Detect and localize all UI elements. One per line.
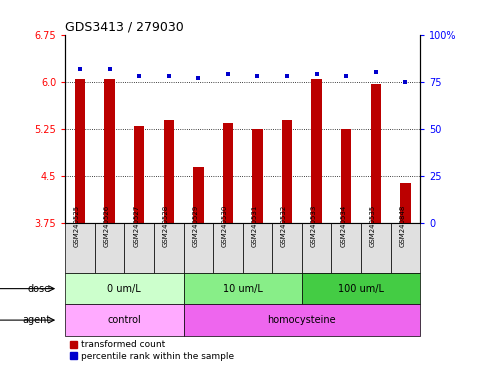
Text: GSM240533: GSM240533 [311,205,317,247]
Bar [242,223,272,273]
Bar [75,79,85,223]
Bar [370,84,381,223]
Text: 100 um/L: 100 um/L [338,284,384,294]
Bar [65,223,95,273]
Bar [184,223,213,273]
Bar [95,223,125,273]
Legend: transformed count, percentile rank within the sample: transformed count, percentile rank withi… [70,340,235,361]
Point [401,79,409,85]
Bar [400,182,411,223]
Bar [391,223,420,273]
Bar [184,305,420,336]
Point [106,66,114,72]
Point [313,71,321,77]
Text: GSM240535: GSM240535 [370,205,376,247]
Point [165,73,172,79]
Point [195,75,202,81]
Bar [134,126,144,223]
Text: GSM240526: GSM240526 [103,205,110,247]
Text: GSM240531: GSM240531 [252,205,257,247]
Bar [223,123,233,223]
Text: GSM240534: GSM240534 [340,205,346,247]
Bar [65,273,184,305]
Text: homocysteine: homocysteine [268,315,336,325]
Bar [302,223,331,273]
Bar [104,79,115,223]
Text: dose: dose [27,284,50,294]
Text: GSM240848: GSM240848 [399,205,405,247]
Text: GSM240530: GSM240530 [222,205,228,247]
Bar [193,167,203,223]
Point [135,73,143,79]
Text: GSM240527: GSM240527 [133,205,139,247]
Text: GSM240529: GSM240529 [192,205,199,247]
Bar [184,273,302,305]
Point [224,71,232,77]
Bar [282,119,292,223]
Point [283,73,291,79]
Text: control: control [108,315,141,325]
Text: GSM240525: GSM240525 [74,205,80,247]
Text: GSM240532: GSM240532 [281,205,287,247]
Bar [164,119,174,223]
Bar [331,223,361,273]
Point [372,69,380,75]
Bar [272,223,302,273]
Bar [65,305,184,336]
Text: 0 um/L: 0 um/L [108,284,141,294]
Point [342,73,350,79]
Bar [361,223,391,273]
Bar [312,79,322,223]
Bar [154,223,184,273]
Bar [125,223,154,273]
Text: 10 um/L: 10 um/L [223,284,263,294]
Text: GDS3413 / 279030: GDS3413 / 279030 [65,20,184,33]
Bar [341,129,352,223]
Bar [302,273,420,305]
Point [76,66,84,72]
Bar [252,129,263,223]
Text: GSM240528: GSM240528 [163,205,169,247]
Point [254,73,261,79]
Bar [213,223,242,273]
Text: agent: agent [22,315,50,325]
